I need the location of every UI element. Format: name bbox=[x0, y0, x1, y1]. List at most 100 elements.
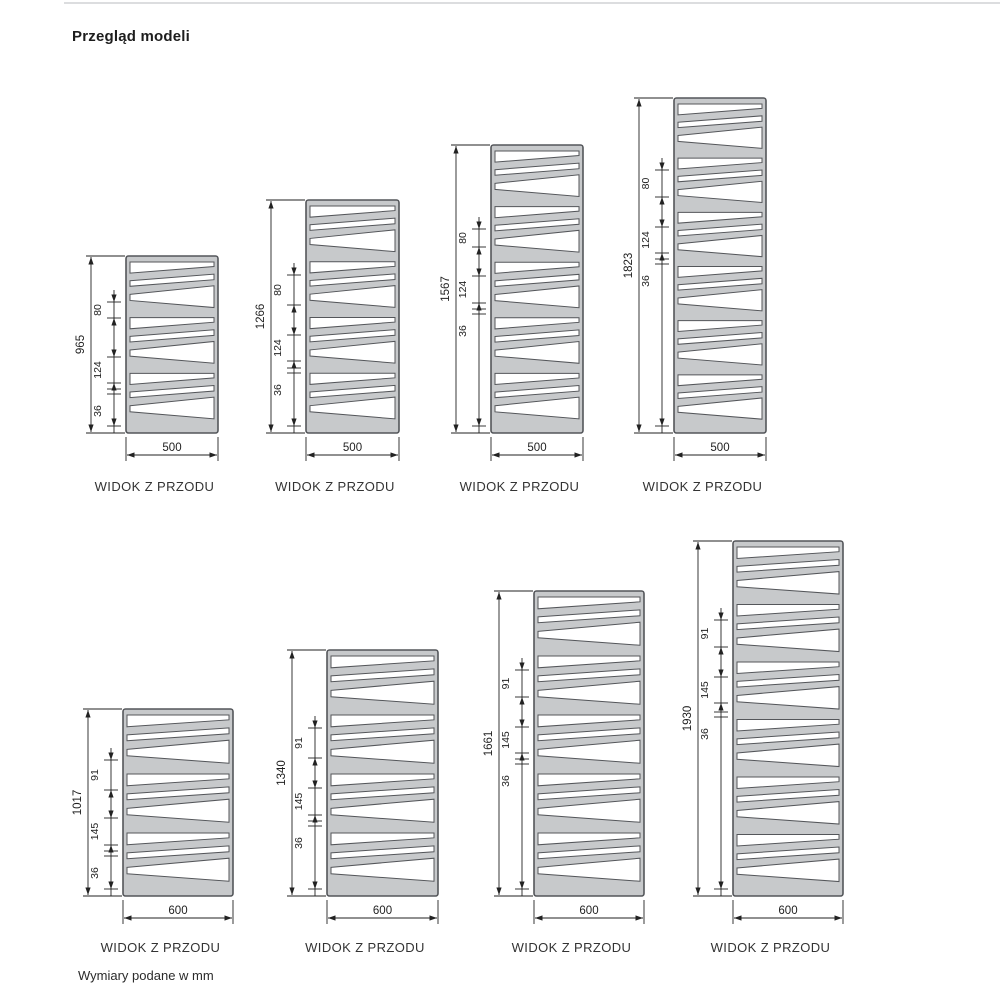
width-value: 500 bbox=[710, 442, 729, 454]
dim-arrow bbox=[659, 219, 665, 227]
spacing-mid-value: 124 bbox=[457, 281, 469, 299]
tube-cutout bbox=[330, 786, 435, 801]
dim-arrow bbox=[291, 305, 297, 313]
tube-cutout bbox=[677, 289, 763, 312]
tube-cutout bbox=[736, 559, 840, 573]
width-dimension: 600 bbox=[122, 900, 234, 924]
tube-cutout bbox=[126, 727, 230, 742]
tube-pattern bbox=[677, 103, 763, 420]
tube-cutout bbox=[537, 786, 641, 801]
dim-arrow bbox=[496, 887, 502, 895]
spacing-bottom-value: 36 bbox=[699, 728, 711, 740]
tube-cutout bbox=[126, 798, 230, 823]
spacing-mid-value: 145 bbox=[89, 823, 101, 841]
dim-arrow bbox=[390, 452, 398, 458]
tube-cutout bbox=[309, 205, 396, 218]
dim-arrow bbox=[659, 197, 665, 205]
dim-arrow bbox=[574, 452, 582, 458]
tube-cutout bbox=[330, 668, 435, 683]
tube-cutout bbox=[309, 261, 396, 274]
view-label: WIDOK Z PRZODU bbox=[305, 940, 425, 955]
tube-cutout bbox=[330, 773, 435, 787]
spacing-dimensions: 80 124 36 bbox=[640, 158, 669, 433]
dim-arrow bbox=[268, 424, 274, 432]
dim-arrow bbox=[291, 327, 297, 335]
spacing-top-value: 80 bbox=[640, 178, 652, 190]
tube-cutout bbox=[309, 273, 396, 287]
dim-arrow bbox=[88, 424, 94, 432]
tube-cutout bbox=[309, 372, 396, 385]
view-label: WIDOK Z PRZODU bbox=[511, 940, 632, 955]
spacing-top-value: 80 bbox=[272, 284, 284, 296]
tube-cutout bbox=[494, 329, 580, 343]
dim-arrow bbox=[111, 349, 117, 357]
width-value: 600 bbox=[168, 905, 187, 917]
dim-arrow bbox=[636, 424, 642, 432]
tube-cutout bbox=[736, 846, 840, 861]
radiator-model-4: 1823 80 124 36 500 bbox=[623, 97, 767, 461]
height-value: 1017 bbox=[72, 790, 84, 816]
spacing-mid-value: 145 bbox=[293, 793, 305, 811]
tube-cutout bbox=[736, 604, 840, 617]
tube-pattern bbox=[309, 205, 396, 420]
spacing-dimensions: 80 124 36 bbox=[457, 217, 486, 433]
tube-cutout bbox=[309, 396, 396, 420]
dim-arrow bbox=[108, 790, 114, 798]
height-dimension: 1017 bbox=[72, 708, 122, 897]
tube-cutout bbox=[677, 343, 763, 366]
page-top-border bbox=[64, 2, 1000, 4]
width-dimension: 600 bbox=[533, 900, 645, 924]
tube-cutout bbox=[330, 832, 435, 846]
dim-arrow bbox=[307, 452, 315, 458]
tube-cutout bbox=[537, 727, 641, 742]
width-dimension: 600 bbox=[732, 900, 844, 924]
spacing-top-value: 91 bbox=[699, 628, 711, 640]
tube-cutout bbox=[330, 845, 435, 860]
tube-cutout bbox=[129, 396, 215, 420]
dim-arrow bbox=[519, 753, 525, 761]
tube-cutout bbox=[309, 229, 396, 253]
dim-arrow bbox=[453, 146, 459, 154]
width-value: 500 bbox=[343, 442, 362, 454]
tube-cutout bbox=[330, 727, 435, 742]
dim-arrow bbox=[519, 719, 525, 727]
tube-cutout bbox=[677, 126, 763, 149]
dim-arrow bbox=[289, 887, 295, 895]
dim-arrow bbox=[453, 424, 459, 432]
tube-cutout bbox=[736, 743, 840, 768]
tube-cutout bbox=[537, 857, 641, 882]
spacing-top-value: 91 bbox=[89, 769, 101, 781]
dim-arrow bbox=[718, 647, 724, 655]
tube-cutout bbox=[330, 714, 435, 728]
tube-cutout bbox=[677, 115, 763, 129]
spacing-bottom-value: 36 bbox=[272, 384, 284, 396]
height-value: 965 bbox=[75, 335, 87, 354]
dim-arrow bbox=[834, 915, 842, 921]
dim-arrow bbox=[85, 887, 91, 895]
tube-cutout bbox=[537, 845, 641, 860]
tube-cutout bbox=[330, 857, 435, 882]
tube-cutout bbox=[494, 261, 580, 274]
dim-arrow bbox=[757, 452, 765, 458]
width-dimension: 500 bbox=[673, 437, 767, 461]
tube-cutout bbox=[736, 789, 840, 803]
width-dimension: 500 bbox=[305, 437, 400, 461]
tube-cutout bbox=[494, 341, 580, 364]
tube-cutout bbox=[677, 157, 763, 170]
spacing-bottom-value: 36 bbox=[457, 325, 469, 337]
dim-arrow bbox=[718, 881, 724, 889]
tube-cutout bbox=[677, 103, 763, 116]
dim-arrow bbox=[695, 887, 701, 895]
height-dimension: 1567 bbox=[440, 144, 490, 434]
spacing-dimensions: 80 124 36 bbox=[272, 263, 301, 433]
width-dimension: 500 bbox=[125, 437, 219, 461]
spacing-dimensions: 80 124 36 bbox=[92, 290, 121, 433]
spacing-bottom-value: 36 bbox=[92, 405, 104, 417]
tube-cutout bbox=[677, 386, 763, 400]
dim-arrow bbox=[224, 915, 232, 921]
tube-cutout bbox=[309, 340, 396, 364]
tube-cutout bbox=[537, 832, 641, 846]
spacing-mid-value: 124 bbox=[640, 231, 652, 249]
tube-cutout bbox=[736, 834, 840, 847]
tube-pattern bbox=[330, 655, 435, 882]
